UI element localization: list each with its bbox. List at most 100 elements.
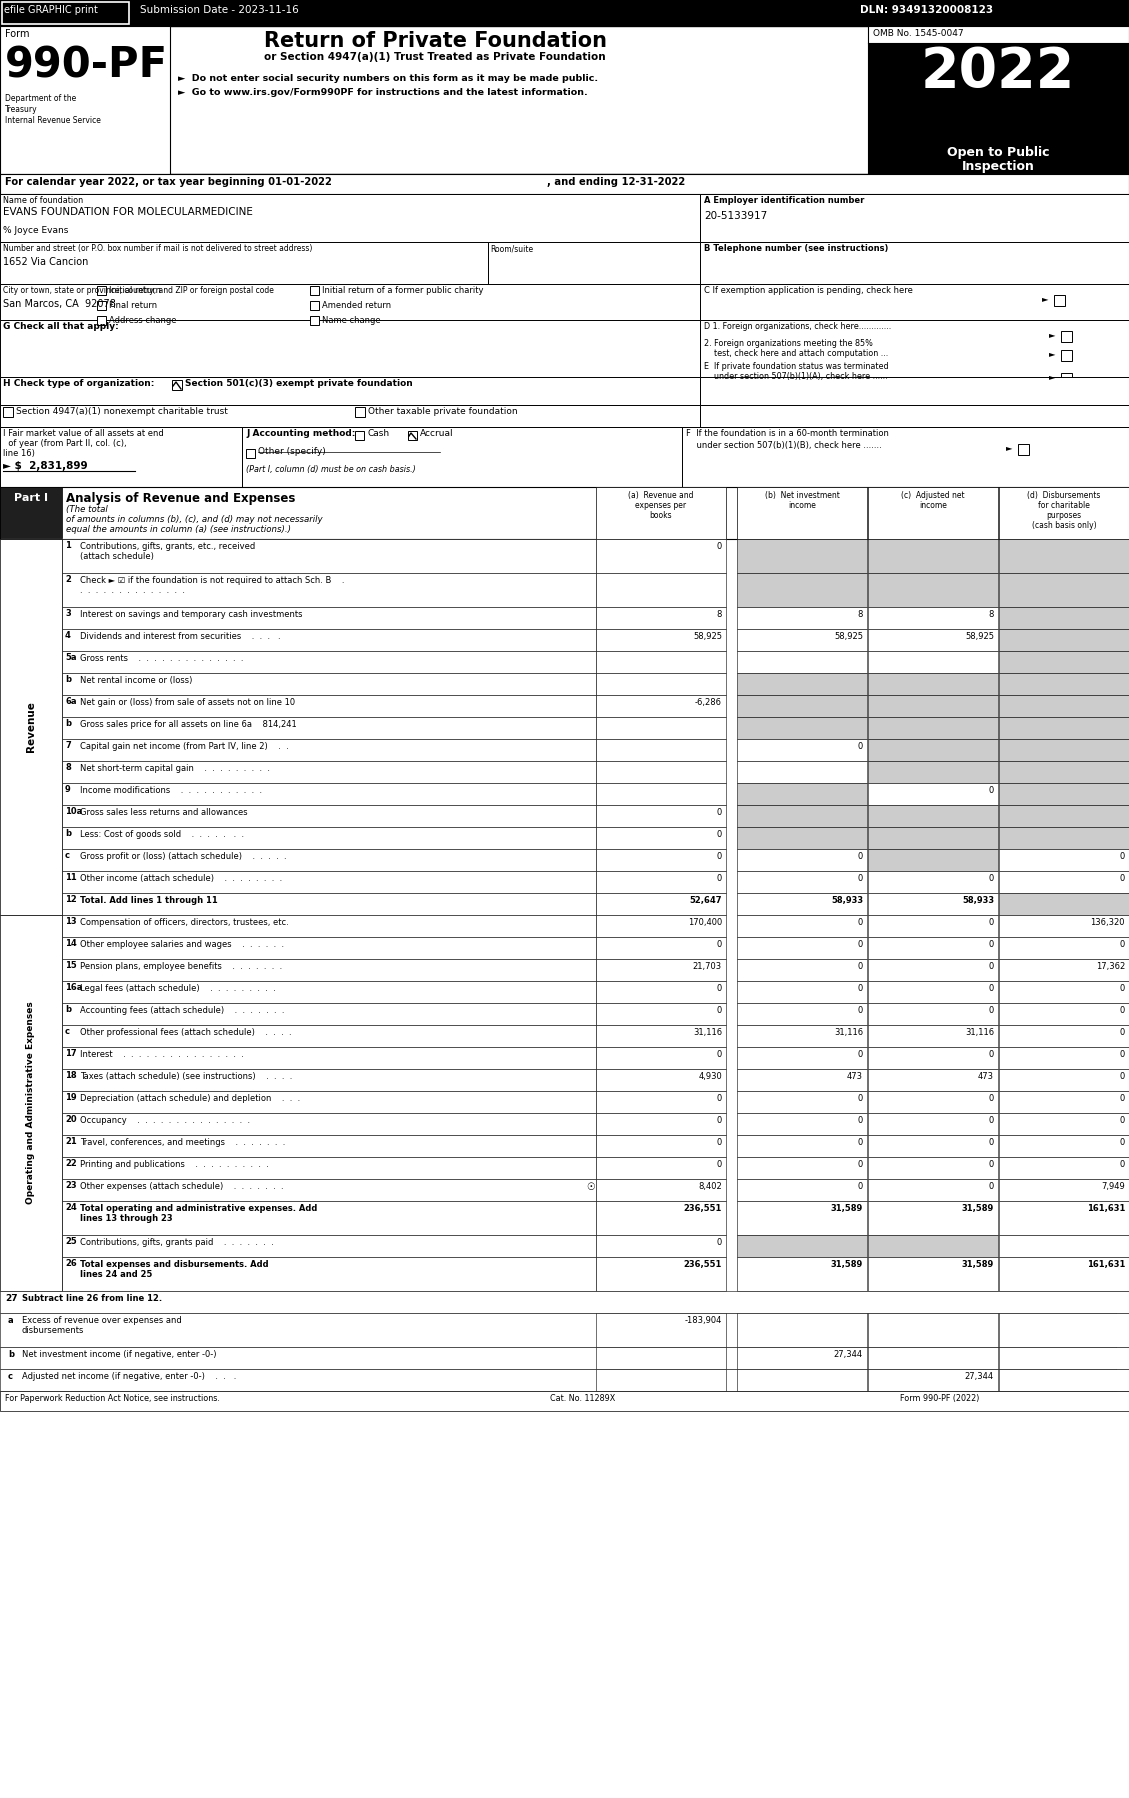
Bar	[700, 405, 1129, 426]
Bar	[310, 316, 320, 325]
Text: 31,589: 31,589	[962, 1205, 994, 1214]
Bar	[596, 1368, 726, 1392]
Text: b: b	[65, 719, 71, 728]
Text: San Marcos, CA  92078: San Marcos, CA 92078	[3, 298, 116, 309]
Bar	[737, 1003, 867, 1025]
Text: Initial return of a former public charity: Initial return of a former public charit…	[322, 286, 483, 295]
Bar	[596, 1113, 726, 1135]
Bar	[868, 1257, 998, 1291]
Text: 26: 26	[65, 1259, 77, 1268]
Bar	[999, 608, 1129, 629]
Bar	[0, 426, 242, 487]
Bar	[62, 1179, 596, 1201]
Text: Check ► ☑ if the foundation is not required to attach Sch. B    .: Check ► ☑ if the foundation is not requi…	[80, 575, 347, 584]
Text: 0: 0	[989, 874, 994, 883]
Text: Net short-term capital gain    .  .  .  .  .  .  .  .  .: Net short-term capital gain . . . . . . …	[80, 764, 270, 773]
Text: % Joyce Evans: % Joyce Evans	[3, 227, 69, 236]
Text: .  .  .  .  .  .  .  .  .  .  .  .  .  .: . . . . . . . . . . . . . .	[80, 586, 185, 595]
Text: ☉: ☉	[586, 1181, 595, 1192]
Bar	[596, 1179, 726, 1201]
Text: 0: 0	[1120, 1007, 1124, 1016]
Bar	[596, 915, 726, 937]
Text: 0: 0	[989, 962, 994, 971]
Text: Net gain or (loss) from sale of assets not on line 10: Net gain or (loss) from sale of assets n…	[80, 698, 295, 707]
Bar	[737, 1091, 867, 1113]
Bar	[999, 915, 1129, 937]
Text: 0: 0	[717, 541, 723, 550]
Text: 0: 0	[858, 1093, 863, 1102]
Bar	[737, 608, 867, 629]
Text: Contributions, gifts, grants paid    .  .  .  .  .  .  .: Contributions, gifts, grants paid . . . …	[80, 1239, 273, 1248]
Bar	[1061, 331, 1073, 342]
Text: 10a: 10a	[65, 807, 82, 816]
Text: Other employee salaries and wages    .  .  .  .  .  .: Other employee salaries and wages . . . …	[80, 940, 285, 949]
Text: a: a	[8, 1316, 14, 1325]
Text: 27,344: 27,344	[965, 1372, 994, 1381]
Text: test, check here and attach computation ...: test, check here and attach computation …	[704, 349, 889, 358]
Text: Inspection: Inspection	[962, 160, 1034, 173]
Text: 236,551: 236,551	[684, 1260, 723, 1269]
Bar	[62, 1257, 596, 1291]
Bar	[737, 1025, 867, 1046]
Text: Revenue: Revenue	[26, 701, 36, 752]
Text: Internal Revenue Service: Internal Revenue Service	[5, 117, 100, 126]
Bar	[999, 539, 1129, 574]
Bar	[242, 426, 682, 487]
Text: ►: ►	[1049, 331, 1056, 340]
Bar	[999, 696, 1129, 717]
Text: (d)  Disbursements: (d) Disbursements	[1027, 491, 1101, 500]
Bar	[62, 1003, 596, 1025]
Text: 58,925: 58,925	[693, 633, 723, 642]
Text: 0: 0	[858, 962, 863, 971]
Bar	[0, 1347, 1115, 1368]
Bar	[999, 1235, 1129, 1257]
Text: 14: 14	[65, 939, 77, 948]
Text: 13: 13	[65, 917, 77, 926]
Bar	[999, 717, 1129, 739]
Bar	[3, 406, 14, 417]
Bar	[737, 958, 867, 982]
Bar	[868, 1201, 998, 1235]
Text: (a)  Revenue and: (a) Revenue and	[628, 491, 693, 500]
Bar	[868, 672, 998, 696]
Bar	[868, 806, 998, 827]
Bar	[97, 300, 106, 309]
Text: 31,589: 31,589	[831, 1205, 863, 1214]
Text: 0: 0	[1120, 984, 1124, 992]
Text: -183,904: -183,904	[684, 1316, 723, 1325]
Text: J Accounting method:: J Accounting method:	[246, 430, 356, 439]
Bar	[62, 1091, 596, 1113]
Bar	[700, 194, 1129, 243]
Text: Dividends and interest from securities    .  .  .   .: Dividends and interest from securities .…	[80, 633, 281, 642]
Text: 0: 0	[717, 807, 723, 816]
Text: -6,286: -6,286	[695, 698, 723, 707]
Bar	[737, 1113, 867, 1135]
Bar	[62, 1113, 596, 1135]
Bar	[737, 1257, 867, 1291]
Bar	[999, 1091, 1129, 1113]
Text: 0: 0	[717, 831, 723, 840]
Bar	[1054, 295, 1065, 306]
Bar	[999, 1046, 1129, 1070]
Text: F  If the foundation is in a 60-month termination: F If the foundation is in a 60-month ter…	[686, 430, 889, 439]
Text: 0: 0	[858, 940, 863, 949]
Bar	[868, 1368, 998, 1392]
Bar	[0, 174, 1129, 194]
Bar	[868, 1179, 998, 1201]
Bar	[999, 982, 1129, 1003]
Text: 8: 8	[989, 610, 994, 619]
Text: 1652 Via Cancion: 1652 Via Cancion	[3, 257, 88, 266]
Text: b: b	[65, 1005, 71, 1014]
Bar	[999, 1257, 1129, 1291]
Text: 0: 0	[989, 1093, 994, 1102]
Bar	[999, 574, 1129, 608]
Bar	[999, 958, 1129, 982]
Bar	[0, 378, 700, 405]
Text: 0: 0	[858, 852, 863, 861]
Text: I Fair market value of all assets at end: I Fair market value of all assets at end	[3, 430, 164, 439]
Text: 27: 27	[5, 1295, 18, 1304]
Bar	[62, 1070, 596, 1091]
Text: 8,402: 8,402	[698, 1181, 723, 1190]
Text: 0: 0	[858, 874, 863, 883]
Bar	[868, 1156, 998, 1179]
